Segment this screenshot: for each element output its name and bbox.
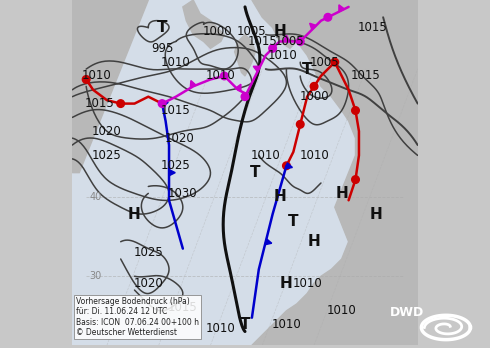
Text: 1015: 1015 [161, 104, 191, 117]
Circle shape [331, 58, 339, 66]
Text: 1005: 1005 [310, 56, 339, 69]
Polygon shape [73, 0, 148, 173]
Circle shape [352, 176, 359, 183]
Circle shape [324, 14, 332, 21]
Text: T: T [250, 165, 261, 180]
Circle shape [296, 38, 304, 45]
Polygon shape [339, 5, 344, 12]
Text: 1000: 1000 [202, 25, 232, 38]
Text: 995: 995 [151, 42, 173, 55]
Text: 1015: 1015 [351, 70, 381, 82]
Text: 1015: 1015 [358, 21, 388, 34]
Circle shape [283, 162, 290, 169]
Text: 1010: 1010 [206, 322, 236, 334]
Polygon shape [310, 23, 316, 30]
Circle shape [82, 76, 90, 83]
Text: DWD: DWD [390, 306, 424, 319]
Circle shape [220, 72, 228, 80]
Text: T: T [240, 317, 250, 332]
Text: 1000: 1000 [299, 90, 329, 103]
Text: T: T [288, 214, 298, 229]
Text: 1010: 1010 [271, 318, 301, 331]
Polygon shape [162, 101, 168, 106]
Text: H: H [128, 207, 141, 222]
Polygon shape [259, 173, 417, 345]
Text: 1025: 1025 [133, 246, 163, 259]
Polygon shape [235, 84, 241, 91]
Text: T: T [302, 62, 313, 77]
Text: 1015: 1015 [247, 35, 277, 48]
Text: 1010: 1010 [251, 149, 281, 162]
Text: 1020: 1020 [165, 132, 194, 145]
Text: 1020: 1020 [133, 277, 163, 290]
Polygon shape [252, 0, 417, 345]
Text: H: H [335, 186, 348, 201]
Circle shape [241, 93, 249, 101]
Text: Vorhersage Bodendruck (hPa)
für: Di. 11.06.24 12 UTC
Basis: ICON  07.06.24 00+10: Vorhersage Bodendruck (hPa) für: Di. 11.… [76, 297, 199, 337]
Circle shape [158, 100, 166, 108]
Polygon shape [279, 0, 335, 41]
Circle shape [117, 100, 124, 108]
Polygon shape [183, 0, 224, 48]
Text: H: H [308, 234, 320, 249]
Text: 1010: 1010 [82, 70, 111, 82]
Text: 1010: 1010 [268, 49, 298, 62]
Polygon shape [235, 34, 255, 76]
Polygon shape [190, 80, 196, 87]
Text: 1010: 1010 [206, 70, 236, 82]
Text: 1025: 1025 [92, 149, 122, 162]
Polygon shape [265, 239, 272, 245]
Circle shape [352, 107, 359, 114]
Text: 1010: 1010 [292, 277, 322, 290]
Polygon shape [169, 169, 175, 176]
Text: 1025: 1025 [161, 159, 191, 172]
Circle shape [269, 45, 276, 52]
Text: 1005: 1005 [275, 35, 305, 48]
Polygon shape [253, 66, 260, 72]
Text: 1020: 1020 [92, 125, 122, 138]
Text: 1010: 1010 [161, 56, 191, 69]
Text: T: T [157, 20, 168, 35]
Text: H: H [273, 24, 286, 39]
Text: 1010: 1010 [327, 304, 357, 317]
Polygon shape [283, 35, 290, 41]
Text: 40: 40 [90, 192, 102, 202]
Text: 1010: 1010 [299, 149, 329, 162]
Text: 1015: 1015 [168, 301, 198, 314]
Text: H: H [370, 207, 383, 222]
Text: H: H [280, 276, 293, 291]
Circle shape [310, 82, 318, 90]
Text: 1005: 1005 [237, 25, 267, 38]
Polygon shape [286, 163, 293, 169]
Text: 1015: 1015 [85, 97, 115, 110]
Circle shape [296, 120, 304, 128]
Text: 30: 30 [90, 271, 102, 281]
Text: H: H [273, 189, 286, 204]
Text: 1030: 1030 [168, 187, 197, 200]
